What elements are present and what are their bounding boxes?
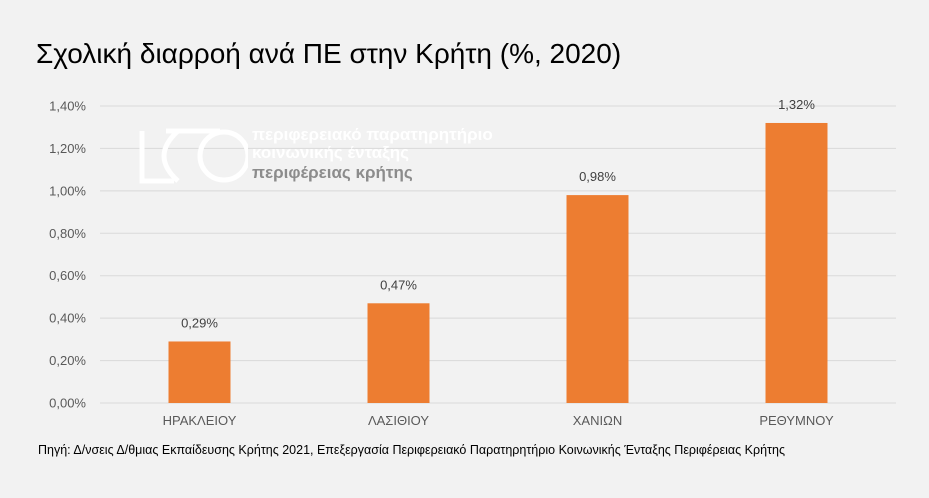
- y-tick-label: 0,20%: [49, 353, 86, 368]
- y-tick-label: 0,60%: [49, 268, 86, 283]
- data-label: 0,29%: [181, 315, 218, 330]
- data-label: 0,47%: [380, 277, 417, 292]
- x-category-label: ΧΑΝΙΩΝ: [573, 413, 622, 428]
- y-tick-label: 1,40%: [49, 99, 86, 114]
- y-tick-label: 1,00%: [49, 183, 86, 198]
- observatory-logo-icon: [139, 128, 251, 184]
- bar: [765, 122, 828, 403]
- y-tick-label: 0,80%: [49, 226, 86, 241]
- y-tick-label: 0,00%: [49, 396, 86, 411]
- data-label: 0,98%: [579, 169, 616, 184]
- y-tick-label: 1,20%: [49, 141, 86, 156]
- bar: [566, 195, 629, 403]
- watermark-line-3: περιφέρειας κρήτης: [252, 163, 413, 182]
- bar: [367, 303, 430, 403]
- data-label: 1,32%: [778, 97, 815, 112]
- chart-title: Σχολική διαρροή ανά ΠΕ στην Κρήτη (%, 20…: [36, 38, 622, 69]
- source-note: Πηγή: Δ/νσεις Δ/θμιας Εκπαίδευσης Κρήτης…: [38, 443, 785, 457]
- watermark-line-1: περιφερειακό παρατηρητήριο: [252, 125, 493, 144]
- bar: [168, 341, 231, 403]
- x-category-label: ΛΑΣΙΘΙΟΥ: [368, 413, 429, 428]
- observatory-logo-watermark: περιφερειακό παρατηρητήριο κοινωνικής έν…: [138, 126, 518, 188]
- watermark-line-2: κοινωνικής ένταξης: [252, 143, 409, 162]
- x-category-label: ΡΕΘΥΜΝΟΥ: [759, 413, 834, 428]
- y-tick-label: 0,40%: [49, 311, 86, 326]
- x-category-label: ΗΡΑΚΛΕΙΟΥ: [163, 413, 237, 428]
